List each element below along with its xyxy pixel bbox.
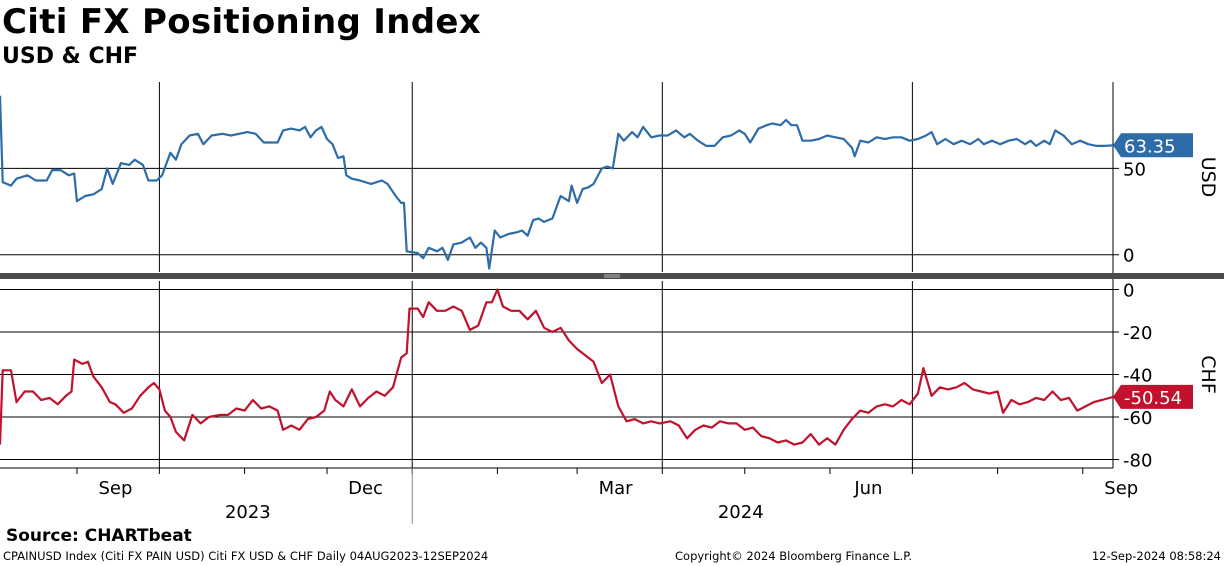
chf-series-line xyxy=(0,288,1114,446)
usd-last-value: 63.35 xyxy=(1124,136,1176,157)
chf-axis-label: CHF xyxy=(1197,355,1219,393)
chart-subtitle: USD & CHF xyxy=(2,44,139,69)
chf-badge xyxy=(1113,384,1193,409)
usd-y-tick-label: 0 xyxy=(1123,246,1134,267)
splitter-bar xyxy=(0,273,1224,279)
usd-badge xyxy=(1113,133,1193,158)
source-note: Source: CHARTbeat xyxy=(6,526,192,546)
x-year-label: 2024 xyxy=(718,502,764,523)
usd-panel: 0 50 USD 63.35 xyxy=(0,95,1219,270)
x-month-label: Mar xyxy=(599,478,634,499)
footer-ticker-info: CPAINUSD Index (Citi FX PAIN USD) Citi F… xyxy=(3,549,489,563)
x-month-label: Dec xyxy=(348,478,383,499)
footer-copyright: Copyright© 2024 Bloomberg Finance L.P. xyxy=(675,549,912,563)
chf-y-tick-label: -60 xyxy=(1123,408,1152,429)
footer-timestamp: 12-Sep-2024 08:58:24 xyxy=(1091,549,1221,563)
usd-axis-label: USD xyxy=(1197,157,1219,198)
chart-title: Citi FX Positioning Index xyxy=(2,2,481,42)
x-year-label: 2023 xyxy=(225,502,271,523)
x-month-label: Jun xyxy=(853,478,882,499)
chf-last-value: -50.54 xyxy=(1124,388,1182,409)
chf-panel: 0 -20 -40 -60 -80 CHF -50.54 xyxy=(0,281,1219,472)
usd-series-line xyxy=(0,95,1114,270)
panel-splitter[interactable] xyxy=(0,273,1224,279)
chf-y-tick-label: -40 xyxy=(1123,366,1152,387)
chf-y-tick-label: -80 xyxy=(1123,451,1152,472)
x-axis: Sep Dec Mar Jun Sep 2023 2024 xyxy=(76,468,1138,524)
chf-y-tick-label: -20 xyxy=(1123,323,1152,344)
x-month-label: Sep xyxy=(98,478,132,499)
x-month-label: Sep xyxy=(1104,478,1138,499)
chf-y-tick-label: 0 xyxy=(1123,281,1134,302)
usd-y-tick-label: 50 xyxy=(1123,159,1146,180)
